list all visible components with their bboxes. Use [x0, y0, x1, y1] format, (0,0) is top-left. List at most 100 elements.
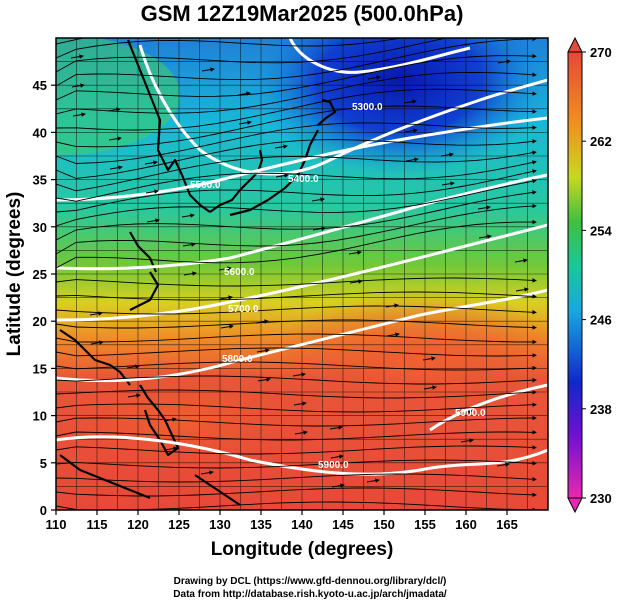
contour-5600 [56, 173, 548, 271]
wind-arrow [256, 348, 270, 353]
streamline [56, 333, 537, 345]
y-axis-ticks: 0 5 10 15 20 25 30 35 40 45 [33, 78, 56, 518]
wind-arrow [89, 311, 103, 316]
wind-arrow [146, 218, 160, 223]
wind-arrow [144, 160, 158, 165]
south-china-coast [59, 329, 131, 386]
x-tick-label: 165 [496, 517, 518, 532]
grid-lines [56, 38, 548, 510]
x-tick-label: 140 [291, 517, 313, 532]
contour-label-5500: 5500.0 [190, 180, 221, 191]
streamline [56, 139, 537, 179]
wind-arrow [478, 234, 492, 239]
wind-arrow [71, 83, 85, 88]
streamline [56, 122, 537, 164]
china-east-coast [129, 231, 158, 273]
y-axis-label: Latitude (degrees) [4, 192, 25, 357]
streamline [56, 487, 537, 498]
wind-arrow [201, 67, 215, 72]
streamline [56, 402, 537, 413]
chart-title: GSM 12Z19Mar2025 (500.0hPa) [141, 1, 464, 26]
wind-arrow [293, 401, 307, 406]
wind-arrow [405, 157, 419, 162]
x-tick-label: 135 [250, 517, 272, 532]
streamline [56, 190, 537, 241]
contour-5500 [56, 116, 548, 202]
wind-arrow [497, 59, 511, 64]
x-tick-label: 155 [414, 517, 436, 532]
colorbar-bottom-arrow [567, 497, 583, 514]
warm-region-west [56, 360, 340, 480]
x-tick-label: 120 [127, 517, 149, 532]
contour-label-5900-south: 5900.0 [318, 460, 349, 471]
wind-arrow [422, 356, 436, 361]
contour-5400 [138, 44, 548, 176]
streamline [56, 291, 537, 301]
contour-label-5400: 5400.0 [288, 174, 319, 185]
wind-arrow [440, 152, 454, 157]
contour-5800 [56, 288, 548, 383]
wind-arrow [515, 287, 529, 292]
contour-label-5700: 5700.0 [228, 304, 259, 315]
x-axis-ticks: 110 115 120 125 130 135 140 145 150 155 160 165 [46, 510, 518, 532]
streamline [56, 375, 537, 385]
contour-label-5900-east: 5900.0 [455, 408, 486, 419]
wind-arrow [238, 120, 252, 125]
wind-arrow [496, 462, 510, 467]
streamline [56, 203, 537, 255]
x-tick-label: 125 [168, 517, 190, 532]
wind-arrow [127, 393, 141, 398]
wind-arrow [182, 242, 196, 247]
wind-arrow [107, 107, 121, 112]
y-tick-label: 0 [40, 503, 47, 518]
wind-arrow [329, 425, 343, 430]
y-tick-label: 5 [40, 456, 47, 471]
y-tick-label: 15 [33, 361, 47, 376]
wind-arrow [218, 266, 232, 271]
wind-arrow [255, 319, 269, 324]
wind-arrow [514, 258, 528, 263]
streamline [56, 473, 537, 483]
streamline [56, 71, 537, 115]
wind-arrow [460, 438, 474, 443]
streamline [56, 88, 537, 131]
x-tick-label: 145 [332, 517, 354, 532]
wind-arrow [274, 144, 288, 149]
wind-arrow [70, 54, 84, 59]
y-tick-label: 35 [33, 173, 47, 188]
contour-5700 [56, 223, 548, 322]
streamline [56, 277, 537, 287]
wind-arrow [219, 295, 233, 300]
streamline [56, 347, 537, 358]
streamline [56, 459, 537, 469]
streamline [56, 319, 537, 330]
contour-label-5800: 5800.0 [222, 354, 253, 365]
wind-arrow [275, 173, 289, 178]
colorbar-gradient [567, 51, 583, 499]
wind-arrow [294, 430, 308, 435]
streamline [56, 305, 537, 315]
new-guinea-coast [194, 474, 241, 506]
wind-arrow [459, 409, 473, 414]
x-tick-label: 150 [373, 517, 395, 532]
streamline [56, 178, 537, 227]
y-tick-label: 45 [33, 78, 47, 93]
x-tick-label: 110 [46, 517, 67, 532]
wind-arrow [441, 181, 455, 186]
wind-arrow [200, 470, 214, 475]
wind-arrow [237, 91, 251, 96]
colorbar-ticks: 230 238 246 254 262 270 [582, 45, 612, 506]
wind-arrow [164, 446, 178, 451]
wind-arrow [109, 165, 123, 170]
colorbar-tick-label: 246 [590, 313, 612, 328]
streamline [56, 105, 537, 148]
colorbar: 230 238 246 254 262 270 [567, 36, 612, 514]
streamline [56, 38, 537, 87]
credit-drawing: Drawing by DCL (https://www.gfd-dennou.o… [174, 576, 447, 587]
taiwan-region [129, 271, 160, 311]
colorbar-tick-label: 238 [590, 402, 612, 417]
wind-arrow [349, 279, 363, 284]
streamline [56, 38, 403, 59]
y-tick-label: 25 [33, 267, 47, 282]
